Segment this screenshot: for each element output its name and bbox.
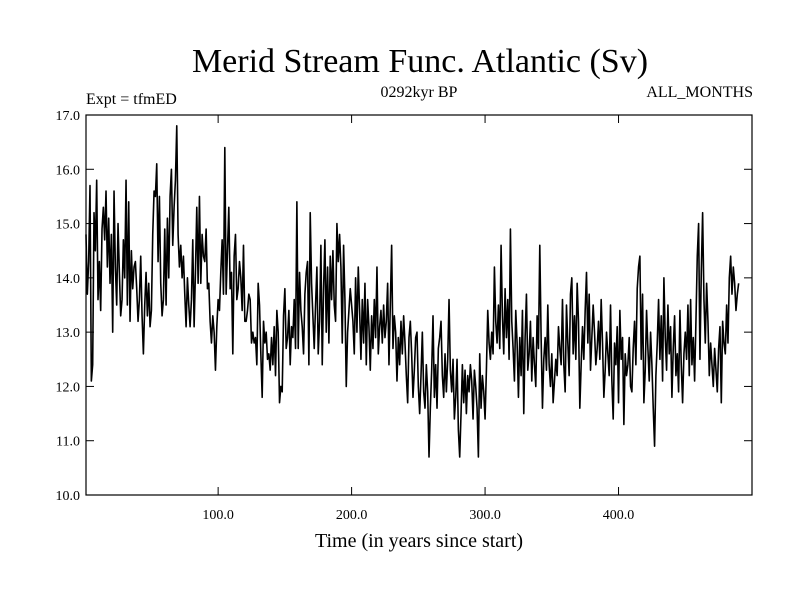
plot-frame <box>85 114 753 496</box>
y-tick-label: 12.0 <box>56 380 81 395</box>
x-tick-label: 300.0 <box>469 508 501 523</box>
x-tick-label: 200.0 <box>336 508 368 523</box>
y-tick-label: 14.0 <box>56 272 81 287</box>
chart-title: Merid Stream Func. Atlantic (Sv) <box>192 43 648 80</box>
x-axis-ticks: 100.0 200.0 300.0 400.0 <box>202 115 634 523</box>
x-axis-label: Time (in years since start) <box>315 530 523 552</box>
y-axis-ticks: 10.0 11.0 12.0 13.0 14.0 15.0 16.0 17.0 <box>56 109 752 504</box>
series-line <box>85 125 740 458</box>
x-tick-label: 100.0 <box>202 508 234 523</box>
period-label: 0292kyr BP <box>381 84 458 101</box>
experiment-label: Expt = tfmED <box>86 91 177 108</box>
y-tick-label: 13.0 <box>56 326 81 341</box>
y-tick-label: 15.0 <box>56 218 81 233</box>
y-tick-label: 11.0 <box>56 435 80 450</box>
y-tick-label: 10.0 <box>56 489 81 504</box>
months-label: ALL_MONTHS <box>646 84 753 101</box>
x-tick-label: 400.0 <box>603 508 635 523</box>
y-tick-label: 16.0 <box>56 163 81 178</box>
y-tick-label: 17.0 <box>56 109 81 124</box>
